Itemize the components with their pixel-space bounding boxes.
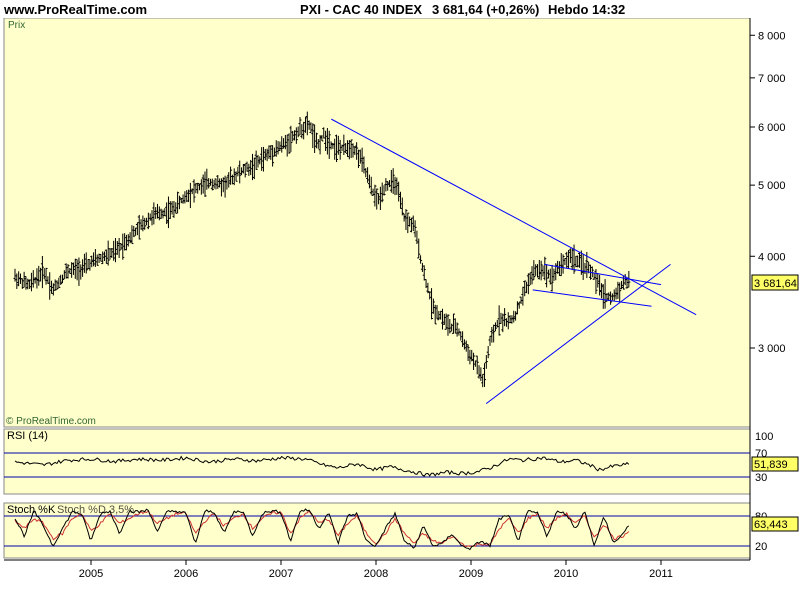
time-tick-label: 2009	[459, 568, 483, 580]
chart-header: www.ProRealTime.com PXI - CAC 40 INDEX 3…	[0, 0, 800, 18]
price-value-box	[751, 274, 799, 291]
time-tick-label: 2005	[79, 568, 103, 580]
stoch-d-line	[14, 510, 630, 548]
rsi-panel-label: RSI (14)	[7, 430, 48, 442]
price-tick-label: 6 000	[758, 122, 786, 134]
resistance-trendline	[331, 118, 697, 316]
stoch-d-label: Stoch %D 3,5%	[57, 504, 134, 516]
site-link[interactable]: www.ProRealTime.com	[4, 2, 148, 17]
price-panel	[3, 17, 751, 428]
time-tick-label: 2006	[174, 568, 198, 580]
price-panel-label: Prix	[8, 20, 25, 31]
last-price: 3 681,64 (+0,26%)	[432, 2, 540, 17]
watermark: © ProRealTime.com	[6, 416, 96, 427]
rsi-line	[14, 455, 630, 477]
stoch-value-label: 63,443	[754, 519, 788, 531]
stoch-panel-label: Stoch %K	[7, 504, 56, 516]
channel-lower-line	[532, 289, 652, 307]
rsi-panel	[3, 428, 751, 495]
stoch-value-box	[751, 516, 799, 532]
price-tick-label: 5 000	[758, 180, 786, 192]
instrument-name: PXI - CAC 40 INDEX	[300, 2, 423, 17]
stoch-k-line	[14, 508, 630, 551]
channel-upper-line	[544, 263, 662, 286]
price-tick-label: 3 000	[758, 343, 786, 355]
rsi-value-box	[751, 456, 799, 472]
clock-time: 14:32	[592, 2, 626, 17]
price-value-label: 3 681,64	[754, 278, 797, 290]
time-tick-label: 2010	[554, 568, 578, 580]
price-tick-label: 8 000	[758, 30, 786, 42]
rsi-tick-label: 30	[755, 472, 767, 484]
period-label: Hebdo	[548, 2, 589, 17]
price-tick-label: 7 000	[758, 73, 786, 85]
rsi-value-label: 51,839	[754, 459, 788, 471]
time-tick-label: 2008	[364, 568, 388, 580]
support-trendline	[485, 263, 671, 404]
stoch-tick-label: 20	[755, 541, 767, 553]
time-tick-label: 2007	[269, 568, 293, 580]
rsi-tick-label: 100	[755, 431, 773, 443]
time-tick-label: 2011	[649, 568, 673, 580]
price-tick-label: 4 000	[758, 251, 786, 263]
